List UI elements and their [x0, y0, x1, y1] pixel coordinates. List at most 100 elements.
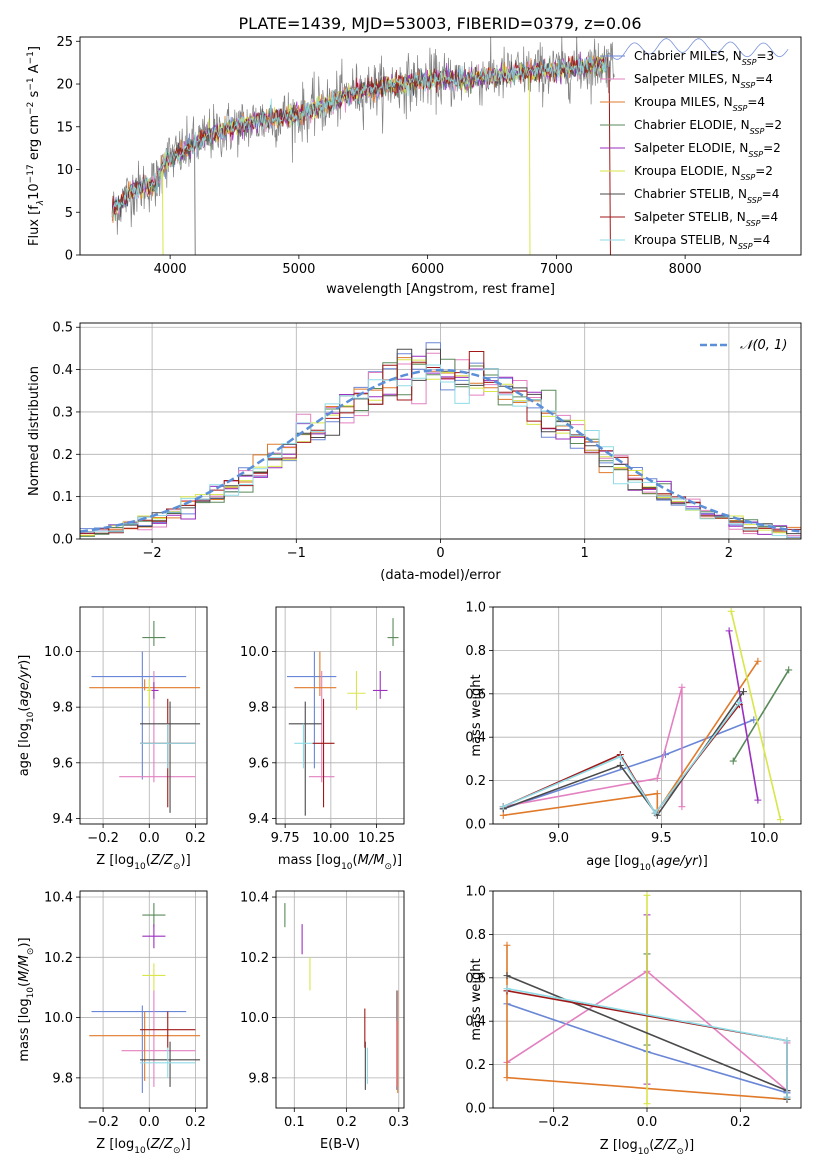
label-part: log: [620, 854, 640, 869]
legend-label: Chabrier ELODIE, NSSP=2: [634, 118, 782, 136]
spectrum-ylabel: Flux [fλ10−17 erg cm−2 s−1 A−1]: [26, 46, 46, 246]
y-tick-label: 20: [56, 78, 73, 93]
label-sub: 10: [26, 987, 36, 999]
y-tick-label: 5: [65, 206, 73, 221]
label-part: M/: [358, 853, 375, 868]
ylabel-part: erg cm: [27, 115, 42, 164]
legend-label: Chabrier MILES, NSSP=3: [634, 49, 774, 67]
label-part: M/: [17, 965, 32, 982]
label-part: log: [114, 853, 134, 868]
weight-vs-age-xlabel: age [log10(age/yr)]: [586, 854, 708, 873]
ylabel-part: −2: [26, 102, 36, 115]
legend-sub: SSP: [738, 242, 753, 251]
errorbar-point: [140, 701, 201, 813]
x-tick-label: −2: [143, 546, 162, 561]
legend-suffix: =4: [753, 233, 771, 247]
x-tick-label: 9.75: [271, 831, 300, 846]
y-tick-label: 0.2: [52, 448, 73, 463]
errorbar-point: [142, 620, 166, 646]
ylabel-part: s: [27, 90, 42, 101]
label-part: )]: [17, 937, 32, 947]
x-tick-label: 0.2: [185, 1115, 206, 1130]
y-tick-label: 0.0: [465, 1102, 486, 1117]
mass-vs-ebv-xlabel: E(B-V): [320, 1137, 360, 1152]
errorbar-point: [121, 990, 196, 1087]
x-tick-label: 5000: [282, 262, 315, 277]
legend-label: Salpeter ELODIE, NSSP=2: [634, 141, 781, 159]
errorbar-point: [142, 963, 166, 991]
errorbar-point: [91, 651, 187, 780]
x-tick-label: 4000: [154, 262, 187, 277]
legend-suffix: =2: [755, 164, 773, 178]
legend-name: Salpeter MILES, N: [634, 72, 741, 86]
weight-marker: [653, 790, 661, 798]
x-tick-label: 2: [725, 546, 733, 561]
errorbar-point: [312, 698, 335, 808]
weight-marker: [651, 809, 659, 817]
y-tick-label: 0.4: [52, 363, 73, 378]
ylabel-part: A: [27, 64, 42, 77]
weight-marker: [678, 683, 686, 691]
y-tick-label: 9.6: [248, 756, 269, 771]
legend-sub: SSP: [733, 104, 748, 113]
label-part: mass [: [278, 853, 321, 868]
label-part: )]: [181, 1137, 191, 1152]
age-vs-Z-axes: −0.2 0.0 0.2 9.4 9.6 9.8 10.0: [44, 607, 207, 846]
weight-line: [502, 702, 741, 815]
legend-label: Salpeter STELIB, NSSP=4: [634, 210, 778, 228]
y-tick-label: 0.2: [465, 1058, 486, 1073]
weight-marker: [643, 1100, 651, 1108]
weight-marker: [616, 761, 624, 769]
weight-marker: [783, 1093, 791, 1101]
x-tick-label: 0.0: [139, 1115, 160, 1130]
label-part: Z: [163, 1137, 174, 1152]
y-tick-label: 10: [56, 163, 73, 178]
errorbar-point: [140, 1047, 196, 1078]
weight-vs-Z-lines: [503, 891, 791, 1108]
x-tick-label: 0.3: [388, 1115, 409, 1130]
spectrum-frame: [79, 36, 802, 256]
y-tick-label: 9.8: [52, 1071, 73, 1086]
x-tick-label: 10.00: [312, 831, 349, 846]
label-part: mass weight: [469, 958, 484, 1040]
y-tick-label: 9.8: [248, 701, 269, 716]
legend-name: Chabrier MILES, N: [634, 49, 742, 63]
residual-hists: [80, 342, 801, 539]
weight-marker: [727, 607, 735, 615]
weight-marker: [776, 816, 784, 824]
y-tick-label: 0.4: [465, 731, 486, 746]
y-tick-label: 9.8: [52, 701, 73, 716]
label-sub: 10: [134, 1146, 146, 1156]
label-part: Z/: [150, 853, 166, 868]
age-vs-Z-ylabel: age [log10(age/yr)]: [17, 655, 36, 777]
weight-marker: [783, 1037, 791, 1045]
errorbar-point: [347, 670, 366, 710]
weight-marker: [503, 1074, 511, 1082]
y-tick-label: 10.4: [240, 891, 269, 906]
legend-label: Kroupa MILES, NSSP=4: [634, 95, 765, 113]
errorbar-point: [387, 618, 399, 646]
x-tick-label: 9.0: [548, 831, 569, 846]
errorbar-point: [142, 903, 166, 928]
legend-label: Kroupa STELIB, NSSP=4: [634, 233, 770, 251]
legend-label: 𝒩(0, 1): [740, 338, 787, 353]
errorbar-point: [140, 1041, 201, 1087]
legend-sub: SSP: [742, 58, 757, 67]
residuals-axes: −2 −1 0 1 2 0.0 0.1 0.2 0.3 0.4 0.5: [52, 321, 801, 561]
legend-suffix: =3: [756, 49, 774, 63]
weight-marker: [754, 657, 762, 665]
label-part: wavelength [Angstrom, rest frame]: [326, 282, 555, 297]
x-tick-label: 6000: [411, 262, 444, 277]
errorbar-point: [140, 723, 196, 769]
mass-vs-ebv-points: [284, 903, 399, 1093]
weight-marker: [678, 803, 686, 811]
label-part: Z [: [600, 1138, 618, 1153]
label-part: E(B-V): [320, 1137, 360, 1152]
y-tick-label: 10.0: [44, 645, 73, 660]
spectrum-drop: [194, 152, 196, 255]
y-tick-label: 9.8: [248, 1071, 269, 1086]
label-part: mass [: [17, 1018, 32, 1061]
label-part: log: [17, 998, 32, 1018]
label-part: )]: [181, 853, 191, 868]
